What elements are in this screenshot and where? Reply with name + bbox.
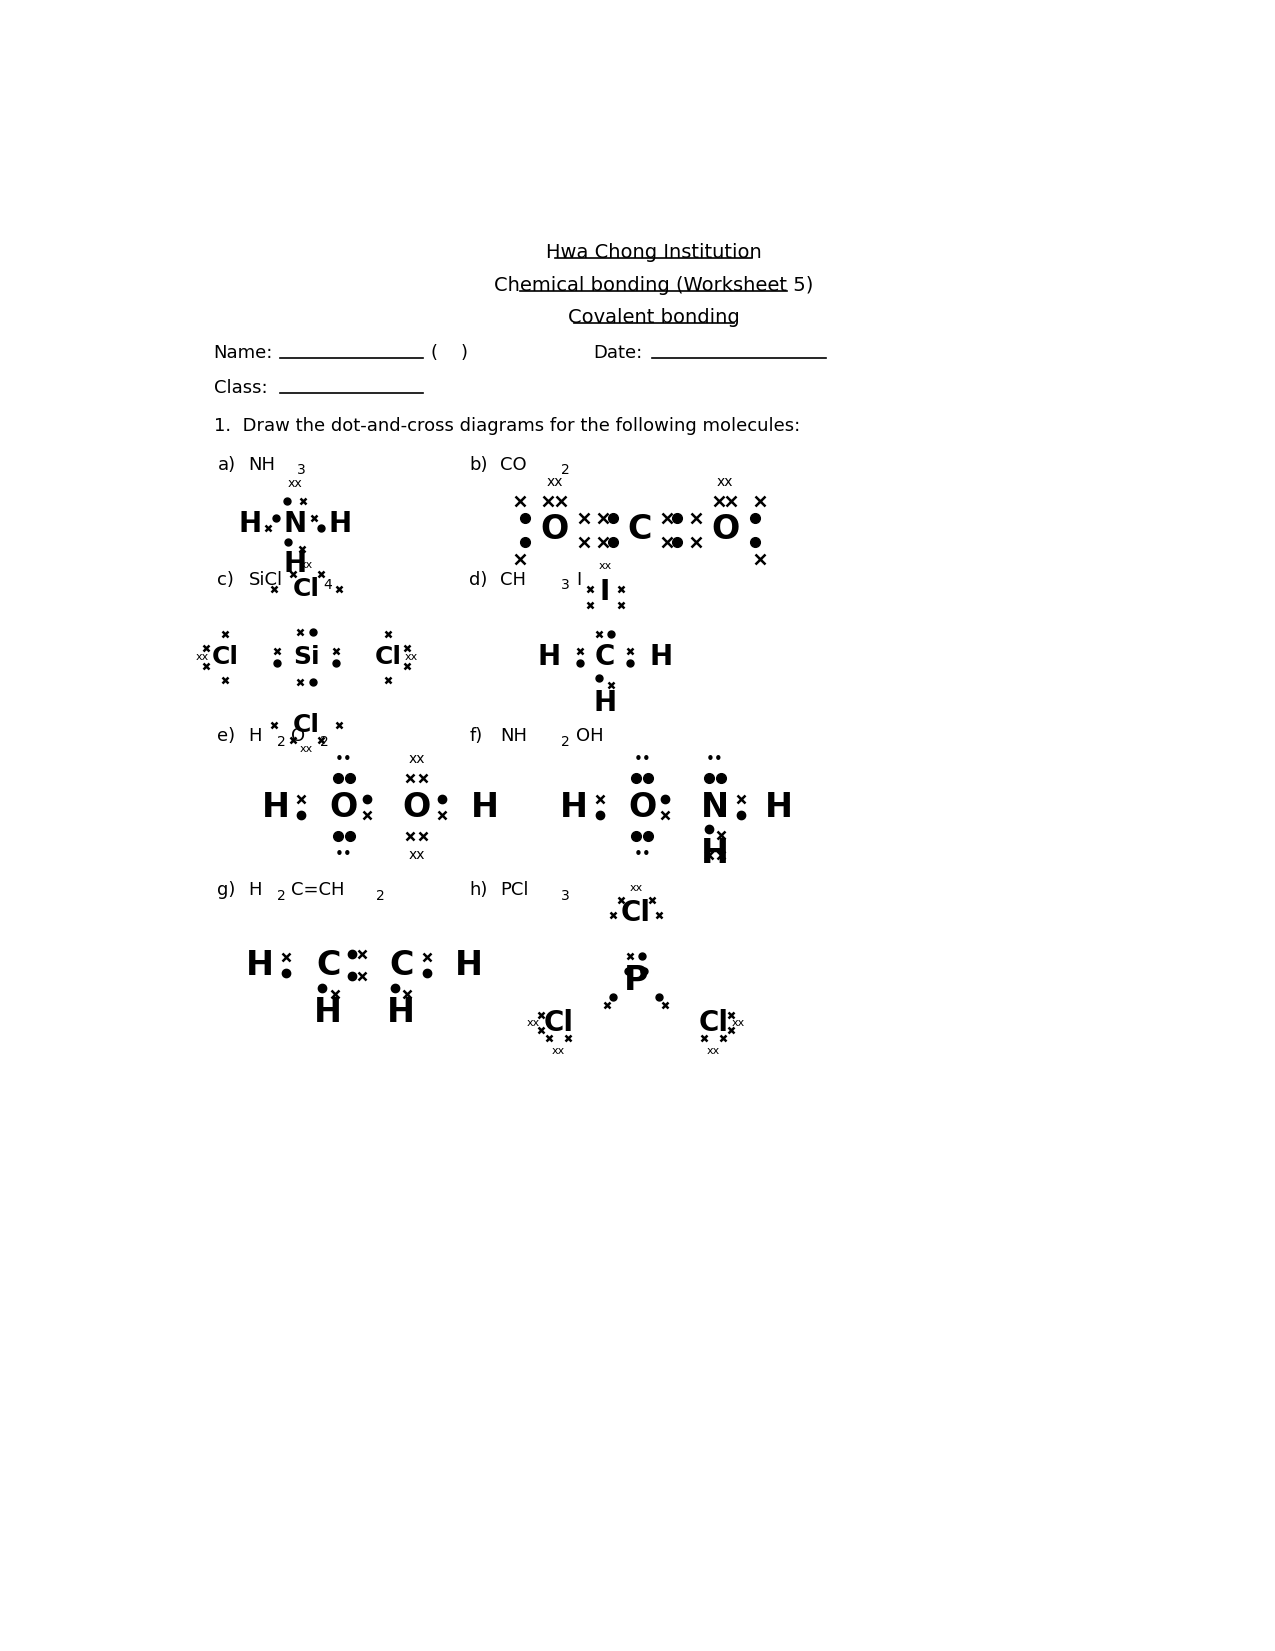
Text: ••: •• [634,751,652,768]
Text: Chemical bonding (Worksheet 5): Chemical bonding (Worksheet 5) [493,276,813,294]
Text: xx: xx [300,560,314,570]
Text: PCl: PCl [500,882,529,900]
Text: ••: •• [706,751,724,768]
Text: N: N [701,791,729,824]
Text: a): a) [218,456,236,474]
Text: Cl: Cl [212,646,238,669]
Text: OH: OH [576,728,604,745]
Text: I: I [576,571,581,589]
Text: Cl: Cl [699,1009,728,1037]
Text: SiCl: SiCl [249,571,283,589]
Text: xx: xx [408,849,425,862]
Text: H: H [765,791,793,824]
Text: NH: NH [249,456,275,474]
Text: H: H [470,791,499,824]
Text: O: O [291,728,305,745]
Text: N: N [283,510,306,538]
Text: d): d) [469,571,488,589]
Text: xx: xx [547,475,562,489]
Text: xx: xx [630,883,643,893]
Text: NH: NH [500,728,528,745]
Text: Si: Si [293,646,320,669]
Text: Cl: Cl [543,1009,574,1037]
Text: Class:: Class: [214,378,268,396]
Text: C: C [389,949,413,982]
Text: e): e) [218,728,236,745]
Text: Cl: Cl [375,646,402,669]
Text: H: H [283,550,306,578]
Text: ••: •• [335,847,353,862]
Text: CH: CH [500,571,527,589]
Text: xx: xx [598,561,612,571]
Text: 3: 3 [561,888,570,903]
Text: ••: •• [335,751,353,768]
Text: H: H [455,949,483,982]
Text: H: H [249,728,261,745]
Text: xx: xx [408,753,425,766]
Text: I: I [599,578,611,606]
Text: 2: 2 [320,735,329,750]
Text: P: P [623,964,648,997]
Text: Cl: Cl [293,713,320,736]
Text: Cl: Cl [293,578,320,601]
Text: O: O [711,513,739,546]
Text: 3: 3 [561,578,570,593]
Text: (    ): ( ) [431,343,468,362]
Text: c): c) [218,571,235,589]
Text: O: O [403,791,431,824]
Text: Covalent bonding: Covalent bonding [567,309,740,327]
Text: b): b) [469,456,488,474]
Text: O: O [541,513,569,546]
Text: H: H [329,510,352,538]
Text: Hwa Chong Institution: Hwa Chong Institution [546,243,761,263]
Text: xx: xx [732,1017,745,1029]
Text: xx: xx [527,1017,541,1029]
Text: O: O [330,791,358,824]
Text: 3: 3 [297,462,306,477]
Text: C: C [595,642,615,670]
Text: xx: xx [717,475,733,489]
Text: H: H [238,510,261,538]
Text: H: H [560,791,588,824]
Text: C: C [316,949,340,982]
Text: H: H [593,688,617,717]
Text: 2: 2 [277,888,286,903]
Text: H: H [246,949,274,982]
Text: H: H [388,996,416,1029]
Text: O: O [629,791,657,824]
Text: Date:: Date: [593,343,643,362]
Text: 2: 2 [277,735,286,750]
Text: xx: xx [552,1047,565,1057]
Text: H: H [249,882,261,900]
Text: C=CH: C=CH [291,882,344,900]
Text: Name:: Name: [214,343,273,362]
Text: CO: CO [500,456,527,474]
Text: Cl: Cl [621,898,652,926]
Text: f): f) [469,728,483,745]
Text: H: H [261,791,289,824]
Text: 4: 4 [324,578,333,593]
Text: 2: 2 [376,888,385,903]
Text: 1.  Draw the dot-and-cross diagrams for the following molecules:: 1. Draw the dot-and-cross diagrams for t… [214,418,799,436]
Text: h): h) [469,882,488,900]
Text: xx: xx [300,745,314,755]
Text: g): g) [218,882,236,900]
Text: xx: xx [706,1047,720,1057]
Text: xx: xx [404,652,418,662]
Text: H: H [538,642,561,670]
Text: 2: 2 [561,462,570,477]
Text: H: H [701,837,729,870]
Text: H: H [315,996,342,1029]
Text: xx: xx [195,652,209,662]
Text: H: H [649,642,672,670]
Text: 2: 2 [561,735,570,750]
Text: ••: •• [634,847,652,862]
Text: xx: xx [288,477,302,490]
Text: C: C [627,513,652,546]
